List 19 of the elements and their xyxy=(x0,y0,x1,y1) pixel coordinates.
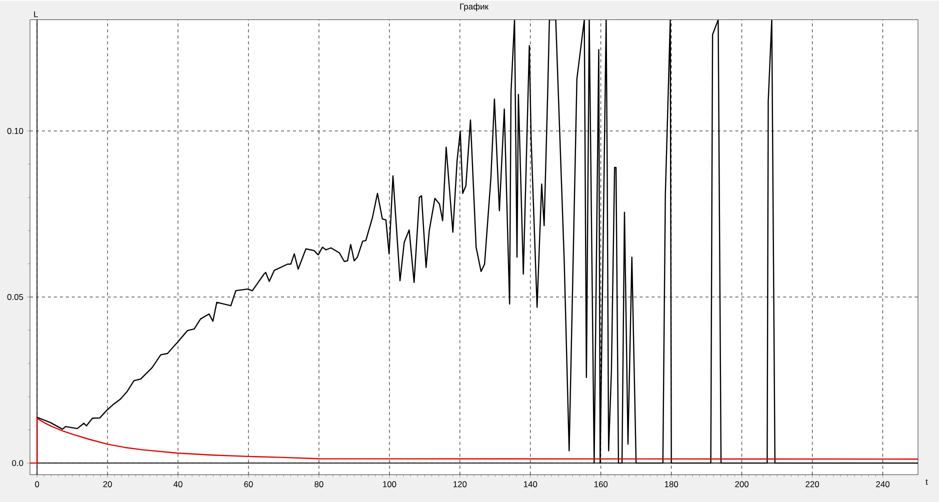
x-tick-label: 120 xyxy=(453,481,467,488)
x-tick-label: 20 xyxy=(103,481,112,488)
x-tick-label: 240 xyxy=(876,481,890,488)
x-tick-label: 60 xyxy=(244,481,253,488)
x-tick-label: 80 xyxy=(314,481,324,488)
x-tick-label: 140 xyxy=(524,481,538,488)
x-tick-label: 200 xyxy=(735,481,749,488)
y-tick-label: 0.10 xyxy=(7,128,24,134)
x-tick-label: 160 xyxy=(594,481,608,488)
y-tick-label: 0.05 xyxy=(7,294,24,300)
chart-title: График xyxy=(460,3,489,12)
x-tick-label: 40 xyxy=(173,481,182,488)
x-tick-label: 100 xyxy=(383,481,396,488)
x-tick-label: 180 xyxy=(664,481,678,488)
x-axis-title: t xyxy=(926,479,928,485)
x-tick-label: 0 xyxy=(35,481,40,488)
y-axis-title: L xyxy=(34,11,38,18)
y-tick-label: 0.0 xyxy=(12,460,24,466)
x-tick-label: 220 xyxy=(806,481,820,488)
